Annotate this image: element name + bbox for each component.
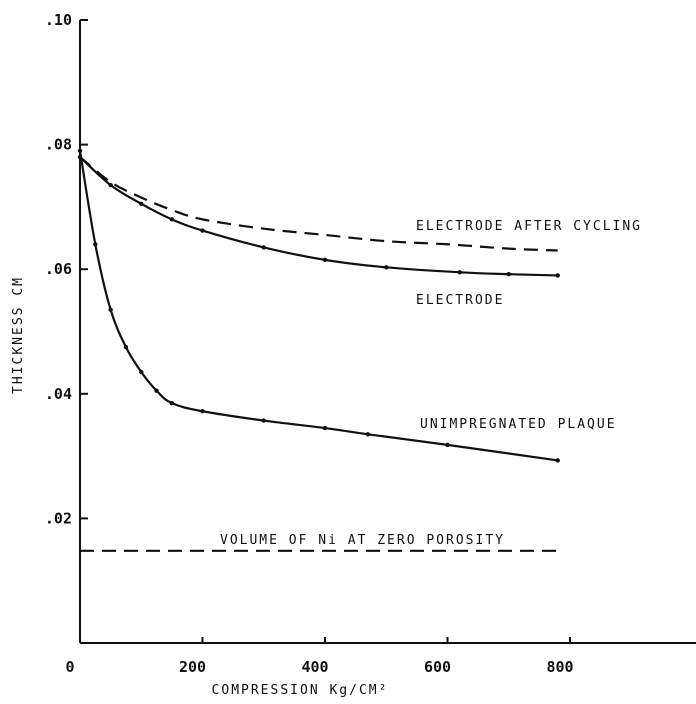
label-electrode-after-cycling: ELECTRODE AFTER CYCLING xyxy=(416,219,642,234)
data-point xyxy=(200,228,205,233)
data-point xyxy=(322,257,328,263)
y-tick-label: .08 xyxy=(45,136,72,154)
data-point xyxy=(261,418,266,423)
data-point xyxy=(154,388,159,393)
data-point xyxy=(555,458,560,463)
data-point xyxy=(123,344,129,350)
data-point xyxy=(93,242,98,247)
data-point xyxy=(169,400,175,406)
data-point xyxy=(169,217,175,222)
data-point xyxy=(108,182,113,188)
data-point xyxy=(139,369,144,375)
y-tick-label: .06 xyxy=(45,260,72,278)
y-axis-label: THICKNESS CM xyxy=(11,276,26,394)
x-axis-label: COMPRESSION Kg/CM² xyxy=(212,683,389,698)
series-line-0 xyxy=(79,156,558,252)
axes xyxy=(79,19,696,644)
y-tick-label: .04 xyxy=(45,385,72,403)
data-point xyxy=(445,442,450,448)
x-tick-label: 600 xyxy=(424,658,451,676)
label-electrode: ELECTRODE xyxy=(416,293,504,308)
data-point xyxy=(322,425,328,431)
data-point xyxy=(77,148,83,154)
x-tick-label: 0 xyxy=(65,658,74,676)
x-tick-label: 400 xyxy=(301,658,328,676)
series-line-1 xyxy=(79,156,558,277)
label-unimpregnated-plaque: UNIMPREGNATED PLAQUE xyxy=(420,417,617,432)
label-volume-of-ni: VOLUME OF Ni AT ZERO POROSITY xyxy=(220,533,505,548)
data-point xyxy=(108,307,113,312)
tick-labels: 0 200 400 600 800 .02 .04 .06 .08 .10 xyxy=(45,11,574,676)
x-tick-label: 200 xyxy=(179,658,206,676)
data-point xyxy=(200,409,205,414)
data-point xyxy=(384,265,389,270)
series-group xyxy=(77,148,560,552)
data-point xyxy=(365,432,371,437)
y-tick-label: .10 xyxy=(45,11,72,29)
data-point xyxy=(457,270,462,275)
data-point xyxy=(139,201,144,206)
data-point xyxy=(555,273,560,278)
data-point xyxy=(506,271,511,277)
y-tick-label: .02 xyxy=(45,509,72,527)
data-point xyxy=(261,245,266,250)
x-tick-label: 800 xyxy=(546,658,573,676)
